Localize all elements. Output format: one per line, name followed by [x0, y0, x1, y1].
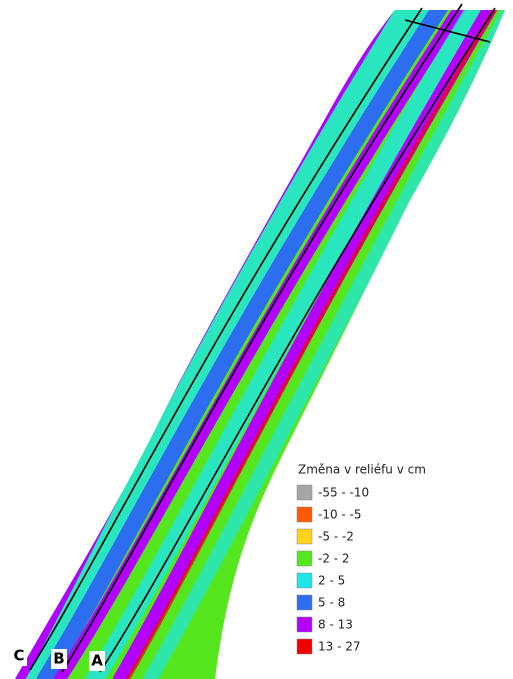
map: C B A Změna v reliéfu v cm -55 - -10 -10 - … [0, 0, 513, 679]
legend-swatch [297, 573, 312, 588]
legend-swatch [297, 617, 312, 632]
legend-title: Změna v reliéfu v cm [298, 463, 426, 477]
legend-label: 13 - 27 [318, 640, 361, 654]
legend-label: -10 - -5 [318, 508, 362, 522]
legend-swatch [297, 507, 312, 522]
line-label: B [53, 650, 64, 668]
relief-strip [0, 0, 513, 679]
legend-swatch [297, 485, 312, 500]
legend-label: -5 - -2 [318, 530, 354, 544]
legend-label: 8 - 13 [318, 618, 353, 632]
legend-label: -2 - 2 [318, 552, 350, 566]
legend-swatch [297, 529, 312, 544]
line-label: A [91, 652, 103, 670]
legend-label: 5 - 8 [318, 596, 345, 610]
legend-label: -55 - -10 [318, 486, 369, 500]
legend-swatch [297, 639, 312, 654]
legend-label: 2 - 5 [318, 574, 345, 588]
legend-swatch [297, 551, 312, 566]
line-label: C [13, 647, 24, 665]
legend-swatch [297, 595, 312, 610]
